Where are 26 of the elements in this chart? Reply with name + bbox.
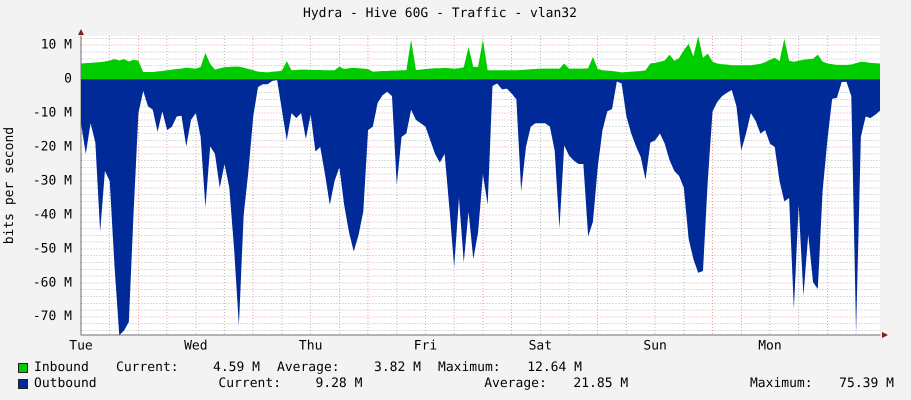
y-tick-label: -30 M (32, 173, 72, 188)
text: Average: 21.85 M (484, 376, 628, 391)
text: Current: 4.59 M (116, 360, 260, 375)
y-axis-title: bits per second (2, 126, 18, 244)
y-tick-label: 10 M (40, 38, 72, 53)
text: Current: 9.28 M (218, 376, 362, 391)
chart-title: Hydra - Hive 60G - Traffic - vlan32 (303, 6, 577, 22)
y-tick-label: -60 M (32, 275, 72, 290)
y-tick-label: -70 M (32, 309, 72, 324)
x-tick-label: Wed (184, 338, 208, 354)
x-tick-label: Fri (414, 338, 438, 354)
y-tick-label: -20 M (32, 139, 72, 154)
text: Average: 3.82 M (277, 360, 421, 375)
legend-label: Outbound (34, 376, 97, 392)
y-tick-label: -10 M (32, 105, 72, 120)
x-tick-label: Thu (298, 338, 322, 354)
x-tick-label: Sun (643, 338, 667, 354)
x-tick-label: Sat (528, 338, 552, 354)
y-tick-label: -40 M (32, 207, 72, 222)
text: Maximum: 12.64 M (438, 360, 582, 375)
x-tick-label: Tue (69, 338, 93, 354)
y-tick-label: -50 M (32, 241, 72, 256)
y-tick-label: 0 (64, 72, 72, 87)
x-tick-label: Mon (758, 338, 782, 354)
legend-label: Inbound (34, 360, 89, 376)
text: Maximum: 75.39 M (750, 376, 894, 391)
